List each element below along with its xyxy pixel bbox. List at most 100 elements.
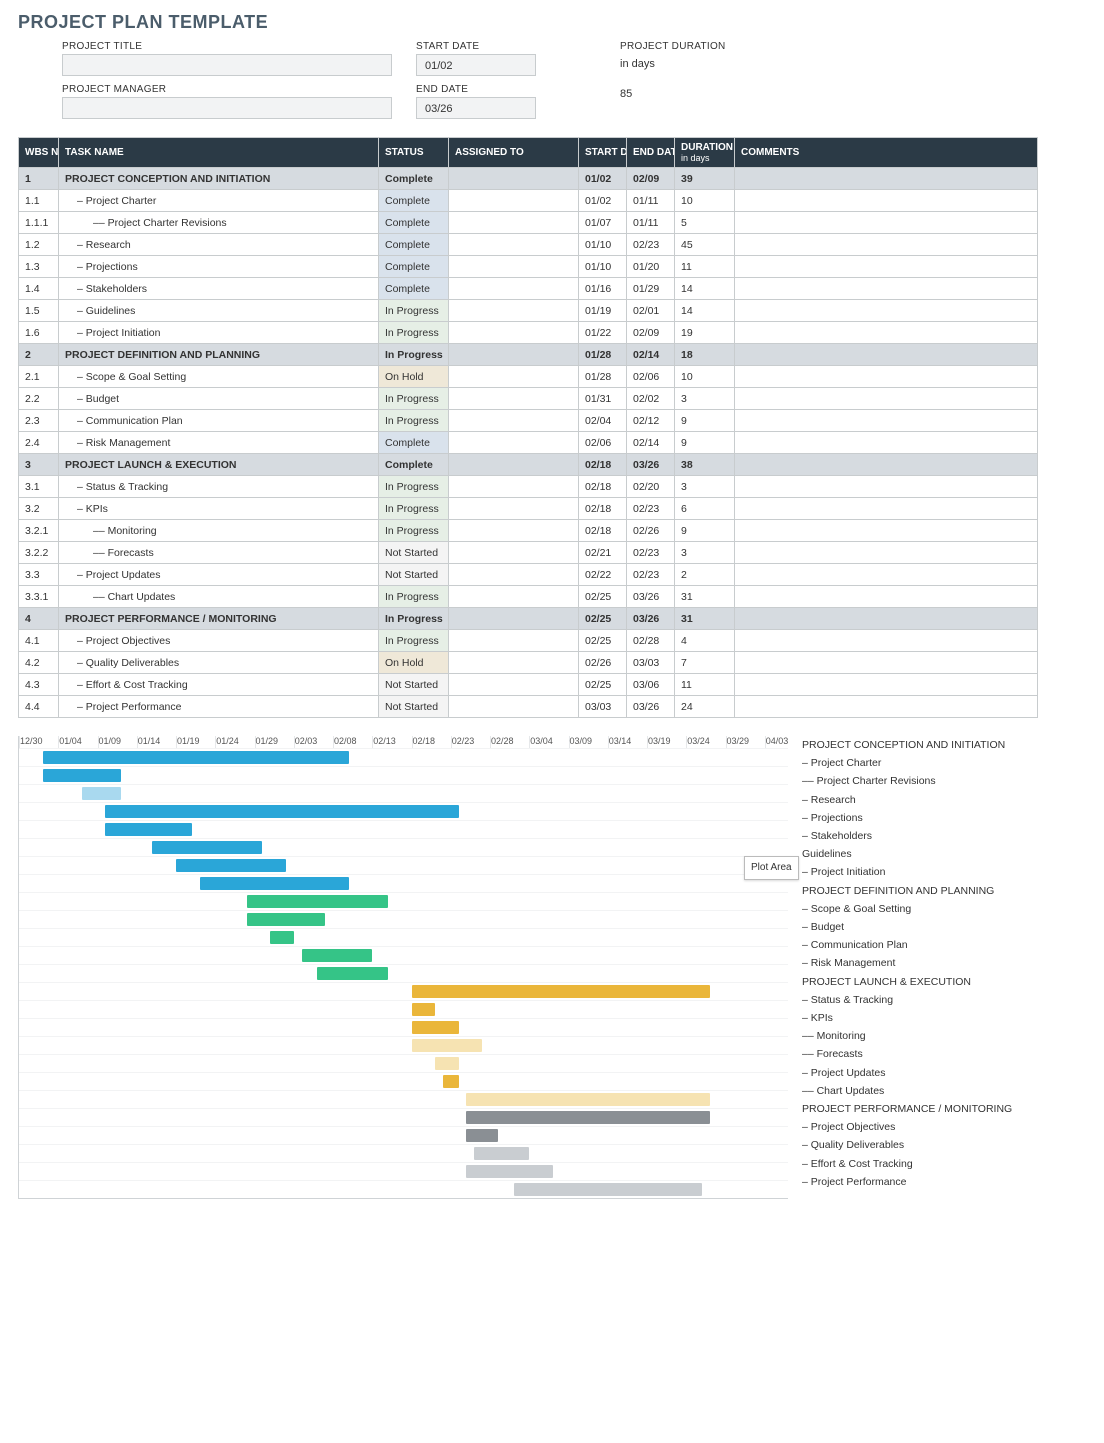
axis-tick: 01/09 (98, 736, 137, 748)
cell-status[interactable]: In Progress (379, 608, 449, 630)
cell-status[interactable]: In Progress (379, 410, 449, 432)
cell-assigned[interactable] (449, 300, 579, 322)
cell-comments[interactable] (735, 608, 1038, 630)
cell-comments[interactable] (735, 476, 1038, 498)
cell-status[interactable]: Complete (379, 190, 449, 212)
cell-status[interactable]: Complete (379, 432, 449, 454)
cell-status[interactable]: In Progress (379, 476, 449, 498)
cell-assigned[interactable] (449, 256, 579, 278)
cell-comments[interactable] (735, 630, 1038, 652)
cell-start: 02/18 (579, 476, 627, 498)
cell-start: 01/22 (579, 322, 627, 344)
gantt-bar (466, 1111, 709, 1124)
gantt-bar (412, 1003, 436, 1016)
cell-status[interactable]: Complete (379, 454, 449, 476)
cell-status[interactable]: Not Started (379, 674, 449, 696)
cell-assigned[interactable] (449, 542, 579, 564)
cell-assigned[interactable] (449, 278, 579, 300)
cell-assigned[interactable] (449, 190, 579, 212)
cell-assigned[interactable] (449, 520, 579, 542)
cell-assigned[interactable] (449, 696, 579, 718)
cell-status[interactable]: Not Started (379, 696, 449, 718)
cell-status[interactable]: Complete (379, 278, 449, 300)
axis-tick: 04/03 (765, 736, 804, 748)
axis-tick: 01/29 (255, 736, 294, 748)
cell-status[interactable]: Complete (379, 256, 449, 278)
cell-comments[interactable] (735, 256, 1038, 278)
cell-assigned[interactable] (449, 652, 579, 674)
cell-comments[interactable] (735, 344, 1038, 366)
gantt-row (19, 874, 788, 892)
cell-status[interactable]: Complete (379, 212, 449, 234)
cell-status[interactable]: In Progress (379, 344, 449, 366)
cell-assigned[interactable] (449, 366, 579, 388)
cell-assigned[interactable] (449, 322, 579, 344)
cell-status[interactable]: Complete (379, 234, 449, 256)
cell-status[interactable]: In Progress (379, 388, 449, 410)
end-date-field[interactable]: 03/26 (416, 97, 536, 119)
cell-status[interactable]: On Hold (379, 652, 449, 674)
cell-assigned[interactable] (449, 608, 579, 630)
cell-start: 02/25 (579, 608, 627, 630)
cell-comments[interactable] (735, 586, 1038, 608)
cell-assigned[interactable] (449, 476, 579, 498)
cell-comments[interactable] (735, 190, 1038, 212)
cell-comments[interactable] (735, 212, 1038, 234)
cell-assigned[interactable] (449, 630, 579, 652)
project-manager-field[interactable] (62, 97, 392, 119)
cell-assigned[interactable] (449, 454, 579, 476)
start-date-field[interactable]: 01/02 (416, 54, 536, 76)
table-row: 1.2– ResearchComplete01/1002/2345 (19, 234, 1038, 256)
cell-assigned[interactable] (449, 212, 579, 234)
cell-comments[interactable] (735, 410, 1038, 432)
cell-duration: 9 (675, 432, 735, 454)
cell-comments[interactable] (735, 300, 1038, 322)
cell-comments[interactable] (735, 388, 1038, 410)
cell-comments[interactable] (735, 432, 1038, 454)
cell-comments[interactable] (735, 520, 1038, 542)
cell-status[interactable]: In Progress (379, 322, 449, 344)
cell-start: 01/07 (579, 212, 627, 234)
legend-item: – Stakeholders (802, 827, 1012, 845)
cell-assigned[interactable] (449, 432, 579, 454)
cell-assigned[interactable] (449, 344, 579, 366)
cell-comments[interactable] (735, 234, 1038, 256)
cell-start: 02/25 (579, 630, 627, 652)
cell-comments[interactable] (735, 454, 1038, 476)
cell-status[interactable]: In Progress (379, 300, 449, 322)
cell-comments[interactable] (735, 498, 1038, 520)
cell-assigned[interactable] (449, 586, 579, 608)
cell-status[interactable]: On Hold (379, 366, 449, 388)
cell-comments[interactable] (735, 696, 1038, 718)
cell-status[interactable]: In Progress (379, 630, 449, 652)
cell-comments[interactable] (735, 168, 1038, 190)
cell-duration: 11 (675, 256, 735, 278)
cell-comments[interactable] (735, 674, 1038, 696)
gantt-bar (247, 895, 388, 908)
cell-comments[interactable] (735, 564, 1038, 586)
cell-comments[interactable] (735, 366, 1038, 388)
cell-assigned[interactable] (449, 388, 579, 410)
cell-assigned[interactable] (449, 498, 579, 520)
cell-comments[interactable] (735, 652, 1038, 674)
cell-status[interactable]: Complete (379, 168, 449, 190)
cell-comments[interactable] (735, 542, 1038, 564)
plan-table: WBS NO. TASK NAME STATUS ASSIGNED TO STA… (18, 137, 1038, 718)
cell-status[interactable]: Not Started (379, 564, 449, 586)
cell-assigned[interactable] (449, 564, 579, 586)
cell-status[interactable]: In Progress (379, 498, 449, 520)
cell-comments[interactable] (735, 278, 1038, 300)
gantt-row (19, 1000, 788, 1018)
cell-comments[interactable] (735, 322, 1038, 344)
project-title-field[interactable] (62, 54, 392, 76)
cell-status[interactable]: In Progress (379, 520, 449, 542)
cell-assigned[interactable] (449, 674, 579, 696)
cell-task: PROJECT DEFINITION AND PLANNING (59, 344, 379, 366)
cell-status[interactable]: In Progress (379, 586, 449, 608)
gantt-bar (302, 949, 373, 962)
cell-assigned[interactable] (449, 168, 579, 190)
cell-assigned[interactable] (449, 410, 579, 432)
table-row: 3.2.2–– ForecastsNot Started02/2102/233 (19, 542, 1038, 564)
cell-status[interactable]: Not Started (379, 542, 449, 564)
cell-assigned[interactable] (449, 234, 579, 256)
